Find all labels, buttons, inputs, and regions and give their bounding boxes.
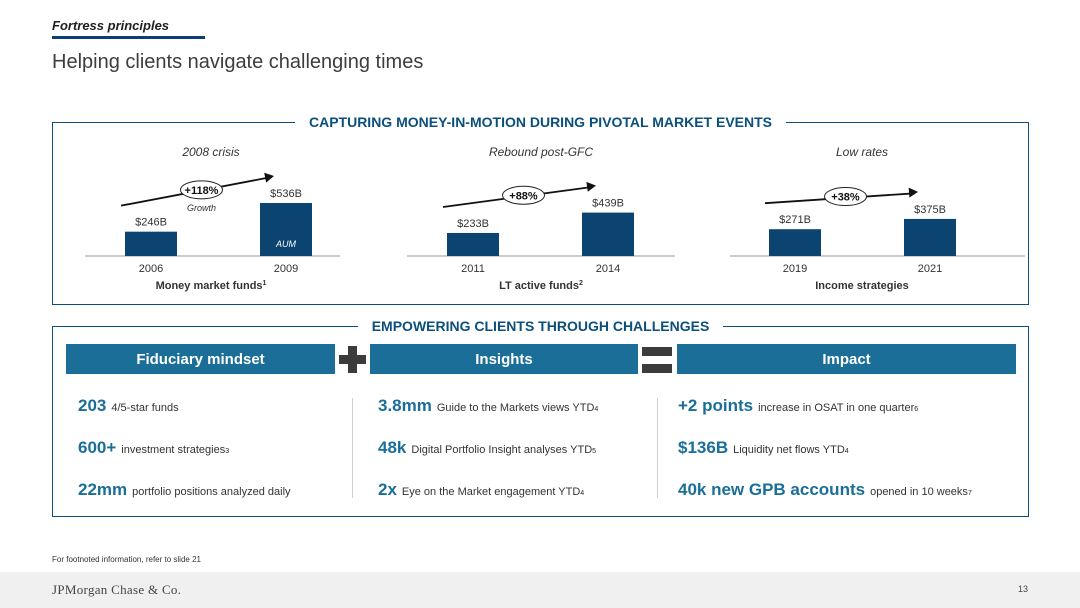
stat-item: 203 4/5-star funds [78,396,179,416]
banner-fiduciary-mindset: Fiduciary mindset [66,344,335,374]
stat-description: Guide to the Markets views YTD [436,402,595,414]
stat-value: +2 points [678,396,754,415]
stat-value: 600+ [78,438,117,457]
empowering-clients-panel: EMPOWERING CLIENTS THROUGH CHALLENGES [52,318,1029,517]
stat-item: 3.8mm Guide to the Markets views YTD 4 [378,396,598,416]
stat-description: opened in 10 weeks [870,486,968,498]
tick-label: 2019 [783,263,807,275]
money-in-motion-panel: CAPTURING MONEY-IN-MOTION DURING PIVOTAL… [52,114,1029,305]
data-label: $375B [914,204,946,216]
data-label: $246B [135,217,167,229]
footnote: For footnoted information, refer to slid… [52,555,201,564]
footnote-marker: 1 [263,280,267,287]
stat-item: +2 points increase in OSAT in one quarter… [678,396,918,416]
stat-item: 2x Eye on the Market engagement YTD 4 [378,480,584,500]
stat-description: portfolio positions analyzed daily [132,486,291,498]
stat-item: 22mm portfolio positions analyzed daily [78,480,291,500]
kicker: Fortress principles [52,18,170,33]
data-label: $233B [457,218,489,230]
bar [260,203,312,256]
banner-insights: Insights [370,344,638,374]
growth-arrow-head [264,172,274,183]
stat-item: $136B Liquidity net flows YTD 4 [678,438,849,458]
growth-badge [824,187,867,207]
x-axis-label-text: Money market funds [156,280,263,292]
annotation-aum: AUM [275,239,297,249]
annotation-growth: Growth [187,203,216,213]
x-axis-label: Money market funds1 [156,280,267,292]
stat-item: 48k Digital Portfolio Insight analyses YT… [378,438,596,458]
column-divider [352,398,353,498]
growth-badge [502,185,545,205]
plus-icon [339,346,366,373]
footnote-marker: 6 [914,406,919,413]
section-heading-empowering-clients: EMPOWERING CLIENTS THROUGH CHALLENGES [357,318,724,334]
column-divider [657,398,658,498]
tick-label: 2014 [596,263,620,275]
page-number: 13 [1017,584,1028,594]
bar [582,212,634,256]
footnote-marker: 4 [594,406,599,413]
data-label: $271B [779,214,811,226]
stat-description: 4/5-star funds [111,402,179,414]
x-axis-label-text: Income strategies [815,280,909,292]
tick-label: 2009 [274,263,298,275]
page-title: Helping clients navigate challenging tim… [52,51,424,73]
growth-badge [180,180,223,200]
footnote-marker: 4 [844,448,849,455]
chart-title: 2008 crisis [181,145,239,159]
stat-value: 22mm [78,480,128,499]
bar [769,229,821,256]
footnote-marker: 7 [967,490,972,497]
tick-label: 2006 [139,263,163,275]
x-axis-label: LT active funds2 [499,280,583,292]
stat-description: Liquidity net flows YTD [733,444,845,456]
data-label: $536B [270,188,302,200]
growth-arrow-head [908,187,918,198]
tick-label: 2021 [918,263,942,275]
footnote-marker: 4 [580,490,585,497]
bar [125,231,177,256]
chart-title: Low rates [836,145,888,159]
footnote-marker: 3 [225,448,230,455]
stat-item: 600+ investment strategies 3 [78,438,229,458]
growth-label: +38% [831,192,860,204]
kicker-rule [52,36,205,39]
footer-bar [0,572,1080,608]
footnote-marker: 2 [579,280,583,287]
stat-item: 40k new GPB accounts opened in 10 weeks 7 [678,480,972,500]
stat-description: increase in OSAT in one quarter [758,402,915,414]
stat-value: 3.8mm [378,396,432,415]
chart-title: Rebound post-GFC [489,145,593,159]
growth-arrow-head [586,181,596,192]
logo: JPMorgan Chase & Co. [52,582,182,597]
stat-value: 48k [378,438,407,457]
growth-label: +118% [185,185,219,197]
stat-value: 40k new GPB accounts [678,480,866,499]
stat-description: Eye on the Market engagement YTD [401,486,581,498]
bar-charts: 2008 crisis $246B 2006 $536B 2009 +118% Growth… [85,145,1025,292]
bar [447,232,499,256]
equals-icon [642,347,672,373]
stat-value: 2x [378,480,397,499]
section-heading-money-in-motion: CAPTURING MONEY-IN-MOTION DURING PIVOTAL… [294,114,787,130]
growth-label: +88% [509,190,538,202]
data-label: $439B [592,198,624,210]
x-axis-label: Income strategies [815,280,909,292]
x-axis-label-text: LT active funds [499,280,579,292]
tick-label: 2011 [461,263,485,275]
stat-description: investment strategies [121,444,226,456]
stat-value: 203 [78,396,107,415]
stat-value: $136B [678,438,729,457]
footnote-marker: 5 [592,448,597,455]
banner-impact: Impact [677,344,1016,374]
bar [904,218,956,256]
stat-description: Digital Portfolio Insight analyses YTD [411,444,593,456]
